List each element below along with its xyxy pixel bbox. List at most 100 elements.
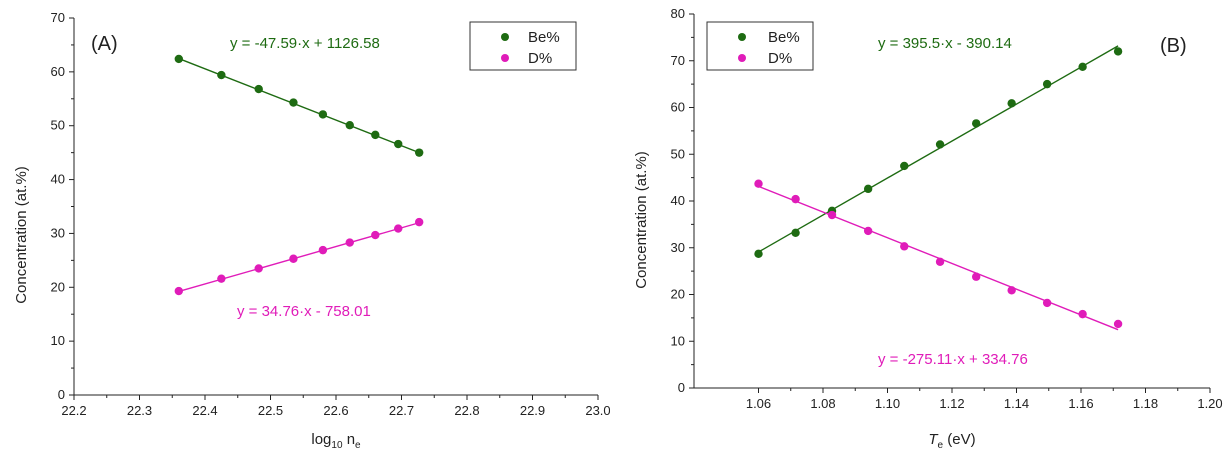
chart-b-d-point <box>935 257 945 266</box>
chart-b-be-point <box>971 119 981 128</box>
chart-b-be-equation: y = 395.5·x - 390.14 <box>878 35 1012 52</box>
chart-a-be-point <box>174 54 183 64</box>
chart-b-x-tick-label: 1.20 <box>1197 396 1222 411</box>
chart-a-y-tick-label: 0 <box>58 387 65 402</box>
chart-a-d-point <box>289 254 298 263</box>
chart-a-y-tick-label: 30 <box>51 225 65 240</box>
chart-a-x-tick-label: 22.2 <box>61 403 86 418</box>
chart-a-y-tick-label: 50 <box>51 118 65 133</box>
chart-a-plot <box>174 54 424 296</box>
chart-a: 22.2 22.3 22.4 22.5 22.6 22.7 22.8 22.9 23.0 0 10 2… <box>13 10 610 451</box>
chart-a-be-point <box>371 130 380 140</box>
chart-a-legend: Be% D% <box>469 21 577 71</box>
chart-b-be-point <box>754 249 763 259</box>
chart-a-d-fit-line <box>178 222 420 293</box>
chart-b-xlabel: Te (eV) <box>928 431 975 451</box>
chart-b-x-tick-label: 1.16 <box>1068 396 1093 411</box>
chart-b-d-point <box>1078 309 1087 319</box>
panel-label-a: (A) <box>91 33 118 55</box>
chart-b-d-point <box>1113 319 1123 329</box>
chart-b-y-tick-label: 40 <box>671 193 685 208</box>
chart-b-y-tick-label: 70 <box>671 53 685 68</box>
chart-a-x-tick-label: 22.3 <box>127 403 152 418</box>
chart-a-d-point <box>394 224 403 233</box>
chart-b: 1.06 1.08 1.10 1.12 1.14 1.16 1.18 1.20 0 10 20 30 4… <box>633 6 1223 451</box>
chart-a-be-point <box>217 70 226 80</box>
legend-marker-d <box>738 54 746 62</box>
chart-a-x-tick-label: 22.4 <box>192 403 217 418</box>
chart-b-d-point <box>971 272 981 281</box>
chart-b-be-point <box>1042 79 1052 89</box>
chart-a-x-tick-label: 22.9 <box>520 403 545 418</box>
legend-label-d: D% <box>528 50 552 67</box>
legend-marker-be <box>738 33 746 41</box>
chart-b-be-point <box>900 161 909 171</box>
chart-a-d-point <box>345 238 354 247</box>
chart-b-x-tick-label: 1.14 <box>1004 396 1029 411</box>
chart-b-d-point <box>863 226 873 236</box>
legend-label-d: D% <box>768 50 792 67</box>
chart-a-y-tick-label: 20 <box>51 279 65 294</box>
chart-a-be-point <box>289 98 298 107</box>
chart-b-y-tick-label: 10 <box>671 333 685 348</box>
chart-b-x-tick-label: 1.06 <box>746 396 771 411</box>
chart-b-ylabel: Concentration (at.%) <box>633 151 650 289</box>
chart-b-x-tick-label: 1.12 <box>939 396 964 411</box>
chart-a-be-equation: y = -47.59·x + 1126.58 <box>230 35 380 52</box>
chart-a-d-equation: y = 34.76·x - 758.01 <box>237 303 371 320</box>
chart-b-be-point <box>791 228 800 237</box>
chart-a-be-point <box>254 84 263 94</box>
chart-b-y-tick-label: 50 <box>671 146 685 161</box>
chart-a-d-point <box>318 245 328 255</box>
chart-b-y-tick-label: 60 <box>671 100 685 115</box>
chart-b-be-fit-line <box>758 45 1119 253</box>
legend-marker-d <box>501 54 509 62</box>
chart-a-d-point <box>174 286 183 296</box>
chart-b-d-equation: y = -275.11·x + 334.76 <box>878 351 1028 368</box>
chart-b-be-point <box>1113 47 1123 56</box>
chart-b-d-point <box>791 194 800 204</box>
chart-a-be-point <box>414 148 424 157</box>
chart-b-y-tick-label: 20 <box>671 287 685 302</box>
chart-a-d-point <box>414 217 424 227</box>
chart-a-be-fit-line <box>178 57 420 154</box>
chart-a-x-tick-label: 23.0 <box>585 403 610 418</box>
chart-b-axes: 1.06 1.08 1.10 1.12 1.14 1.16 1.18 1.20 0 10 20 30 4… <box>671 6 1223 411</box>
chart-b-y-tick-label: 0 <box>678 380 685 395</box>
chart-a-axes: 22.2 22.3 22.4 22.5 22.6 22.7 22.8 22.9 23.0 0 10 2… <box>51 10 610 418</box>
chart-b-x-tick-label: 1.18 <box>1133 396 1158 411</box>
chart-a-y-tick-label: 60 <box>51 64 65 79</box>
chart-b-x-tick-label: 1.08 <box>810 396 835 411</box>
chart-b-legend: Be% D% <box>706 21 814 71</box>
chart-b-y-tick-label: 80 <box>671 6 685 21</box>
chart-a-x-tick-label: 22.6 <box>323 403 348 418</box>
chart-a-x-tick-label: 22.5 <box>258 403 283 418</box>
legend-label-be: Be% <box>528 29 560 46</box>
chart-a-y-tick-label: 40 <box>51 172 65 187</box>
chart-a-y-tick-label: 10 <box>51 333 65 348</box>
chart-b-be-point <box>1078 62 1087 72</box>
chart-b-d-point <box>900 242 909 251</box>
chart-b-be-point <box>935 140 945 149</box>
chart-a-xlabel: log10 ne <box>311 431 361 451</box>
chart-a-d-point <box>217 274 226 283</box>
chart-b-d-point <box>827 210 837 220</box>
chart-a-d-point <box>254 264 263 273</box>
chart-a-x-tick-label: 22.8 <box>454 403 479 418</box>
panel-label-b: (B) <box>1160 35 1187 57</box>
chart-a-be-point <box>318 110 328 119</box>
chart-b-y-tick-label: 30 <box>671 240 685 255</box>
legend-label-be: Be% <box>768 29 800 46</box>
legend-marker-be <box>501 33 509 41</box>
chart-a-ylabel: Concentration (at.%) <box>13 166 30 304</box>
chart-b-be-point <box>863 184 873 194</box>
chart-a-y-tick-label: 70 <box>51 10 65 25</box>
chart-b-be-point <box>1007 99 1016 108</box>
chart-b-d-point <box>754 179 763 188</box>
chart-b-d-point <box>1007 286 1016 295</box>
chart-b-x-tick-label: 1.10 <box>875 396 900 411</box>
chart-a-be-point <box>394 139 403 149</box>
chart-b-d-point <box>1042 298 1052 308</box>
chart-a-d-point <box>371 230 380 240</box>
chart-a-x-tick-label: 22.7 <box>389 403 414 418</box>
